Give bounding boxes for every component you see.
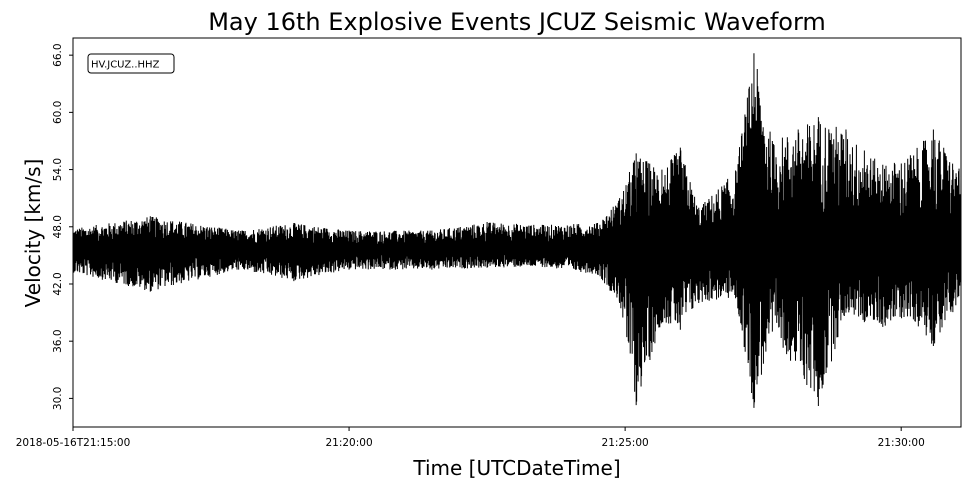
y-tick-label: 30.0 <box>52 387 64 410</box>
chart-title: May 16th Explosive Events JCUZ Seismic W… <box>208 8 826 36</box>
x-tick-label: 21:25:00 <box>602 437 649 449</box>
plot-area <box>72 37 962 428</box>
y-tick-label: 66.0 <box>52 43 64 66</box>
x-axis: 2018-05-16T21:15:00 21:20:00 21:25:00 21:30… <box>16 427 925 449</box>
y-axis: 30.0 36.0 42.0 48.0 54.0 60.0 66.0 <box>52 43 73 410</box>
waveform-series-line <box>73 53 961 408</box>
legend: HV.JCUZ..HHZ <box>87 53 175 74</box>
plot-frame <box>72 37 962 428</box>
legend-box <box>87 53 175 74</box>
x-tick-label: 21:30:00 <box>878 437 925 449</box>
y-tick-label: 54.0 <box>52 158 64 181</box>
y-tick-label: 42.0 <box>52 272 64 295</box>
y-tick-label: 60.0 <box>52 101 64 124</box>
x-tick-label: 2018-05-16T21:15:00 <box>16 437 131 449</box>
x-tick-label: 21:20:00 <box>325 437 372 449</box>
y-tick-label: 36.0 <box>52 329 64 352</box>
legend-series-label: HV.JCUZ..HHZ <box>91 60 160 71</box>
x-axis-label: Time [UTCDateTime] <box>412 456 620 480</box>
y-tick-label: 48.0 <box>52 215 64 238</box>
y-axis-label: Velocity [km/s] <box>21 159 45 308</box>
